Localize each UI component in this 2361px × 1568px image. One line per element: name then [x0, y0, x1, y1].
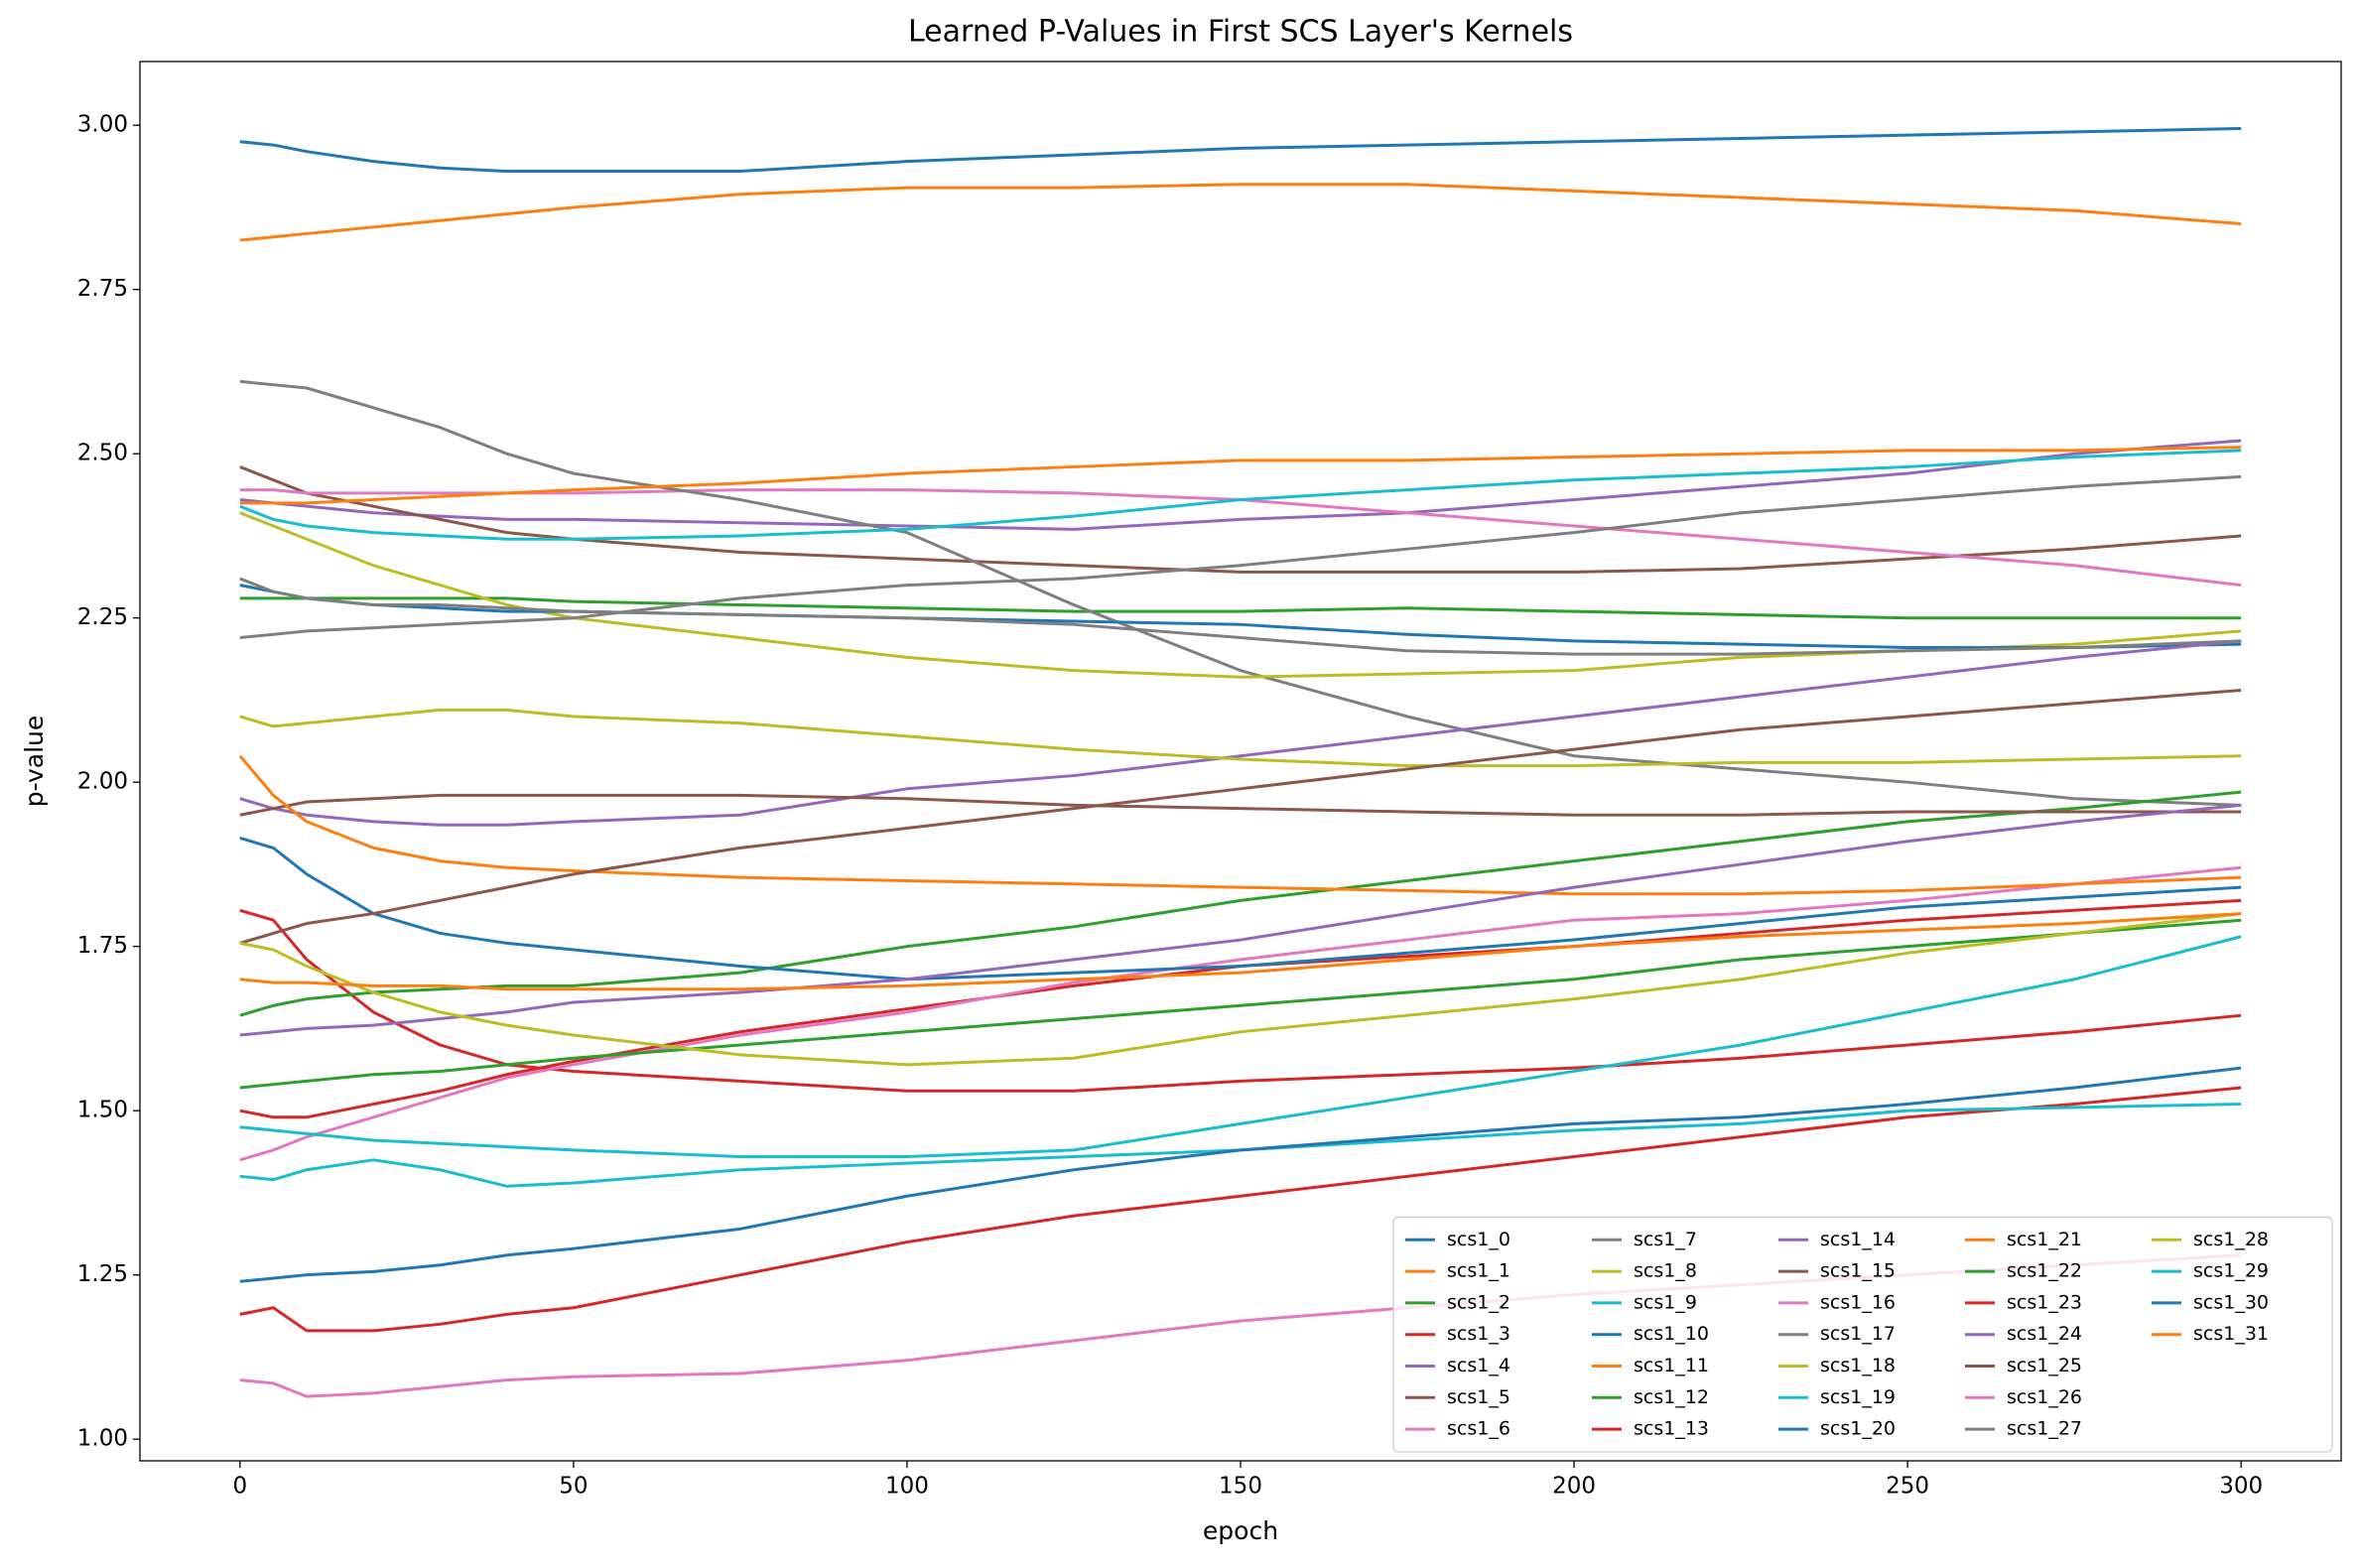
legend-label: scs1_29 — [2193, 1260, 2269, 1282]
x-tick-label: 0 — [232, 1474, 247, 1500]
series-line — [239, 865, 2242, 1162]
series-line — [239, 1103, 2242, 1188]
legend-label: scs1_0 — [1447, 1229, 1510, 1250]
legend-label: scs1_20 — [1820, 1418, 1896, 1440]
series-line — [239, 689, 2242, 945]
legend-label: scs1_8 — [1634, 1260, 1697, 1282]
y-tick-label: 1.25 — [77, 1261, 128, 1287]
legend-label: scs1_19 — [1820, 1386, 1896, 1408]
legend-label: scs1_11 — [1634, 1355, 1709, 1376]
x-tick-label: 150 — [1219, 1474, 1262, 1500]
y-axis-label: p-value — [20, 716, 49, 808]
legend-label: scs1_14 — [1820, 1229, 1896, 1250]
series-line — [239, 474, 2242, 640]
series-line — [239, 803, 2242, 1037]
legend-box — [1392, 1216, 2333, 1453]
legend-label: scs1_6 — [1447, 1418, 1510, 1440]
y-tick-label: 2.50 — [77, 441, 128, 466]
legend-label: scs1_17 — [1820, 1323, 1896, 1345]
series-line — [239, 898, 2242, 1119]
legend-label: scs1_5 — [1447, 1386, 1510, 1408]
legend-label: scs1_13 — [1634, 1418, 1709, 1440]
x-axis-label: epoch — [1203, 1516, 1278, 1545]
series-line — [239, 183, 2242, 242]
x-tick-label: 300 — [2219, 1474, 2263, 1500]
series-line — [239, 379, 2242, 807]
legend-label: scs1_12 — [1634, 1386, 1709, 1408]
legend-label: scs1_31 — [2193, 1323, 2269, 1345]
x-tick-label: 200 — [1552, 1474, 1596, 1500]
series-line — [239, 596, 2242, 620]
legend-label: scs1_9 — [1634, 1291, 1697, 1313]
series-line — [239, 912, 2242, 991]
series-line — [239, 511, 2242, 679]
legend-label: scs1_28 — [2193, 1229, 2269, 1250]
legend-label: scs1_16 — [1820, 1291, 1896, 1313]
legend-label: scs1_18 — [1820, 1355, 1896, 1376]
legend-label: scs1_21 — [2007, 1229, 2082, 1250]
legend-label: scs1_24 — [2007, 1323, 2082, 1345]
series-line — [239, 708, 2242, 768]
legend-label: scs1_15 — [1820, 1260, 1896, 1282]
series-line — [239, 1086, 2242, 1333]
y-tick-label: 2.25 — [77, 604, 128, 630]
legend-label: scs1_4 — [1447, 1355, 1510, 1376]
series-line — [239, 127, 2242, 174]
series-line — [239, 577, 2242, 656]
legend-label: scs1_27 — [2007, 1418, 2082, 1440]
legend-label: scs1_3 — [1447, 1323, 1510, 1345]
legend-label: scs1_10 — [1634, 1323, 1709, 1345]
y-tick-label: 2.00 — [77, 769, 128, 795]
legend-label: scs1_25 — [2007, 1355, 2082, 1376]
series-line — [239, 439, 2242, 531]
series-line — [239, 449, 2242, 541]
series-line — [239, 1066, 2242, 1283]
legend-label: scs1_1 — [1447, 1260, 1510, 1282]
legend-label: scs1_30 — [2193, 1291, 2269, 1313]
x-tick-label: 100 — [885, 1474, 929, 1500]
legend-label: scs1_2 — [1447, 1291, 1510, 1313]
y-tick-label: 3.00 — [77, 112, 128, 138]
series-line — [239, 639, 2242, 827]
legend-label: scs1_7 — [1634, 1229, 1697, 1250]
series-line — [239, 446, 2242, 505]
series-line — [239, 488, 2242, 588]
series-line — [239, 935, 2242, 1159]
y-tick-label: 2.75 — [77, 276, 128, 302]
x-tick-label: 250 — [1886, 1474, 1929, 1500]
legend-label: scs1_22 — [2007, 1260, 2082, 1282]
series-line — [238, 754, 2242, 896]
series-line — [239, 793, 2242, 817]
series-line — [239, 908, 2242, 1093]
x-tick-label: 50 — [559, 1474, 588, 1500]
y-tick-label: 1.75 — [77, 933, 128, 959]
legend-label: scs1_23 — [2007, 1291, 2082, 1313]
legend: scs1_0 scs1_1 scs1_2 scs1_3 scs1_4 scs1_5 scs1… — [1392, 1216, 2333, 1453]
y-tick-label: 1.50 — [77, 1098, 128, 1123]
chart-title: Learned P-Values in First SCS Layer's Ke… — [908, 15, 1573, 50]
axes-frame — [139, 61, 2342, 1462]
legend-label: scs1_26 — [2007, 1386, 2082, 1408]
y-tick-label: 1.00 — [77, 1426, 128, 1452]
series-line — [239, 918, 2242, 1090]
series-line — [239, 790, 2242, 1017]
